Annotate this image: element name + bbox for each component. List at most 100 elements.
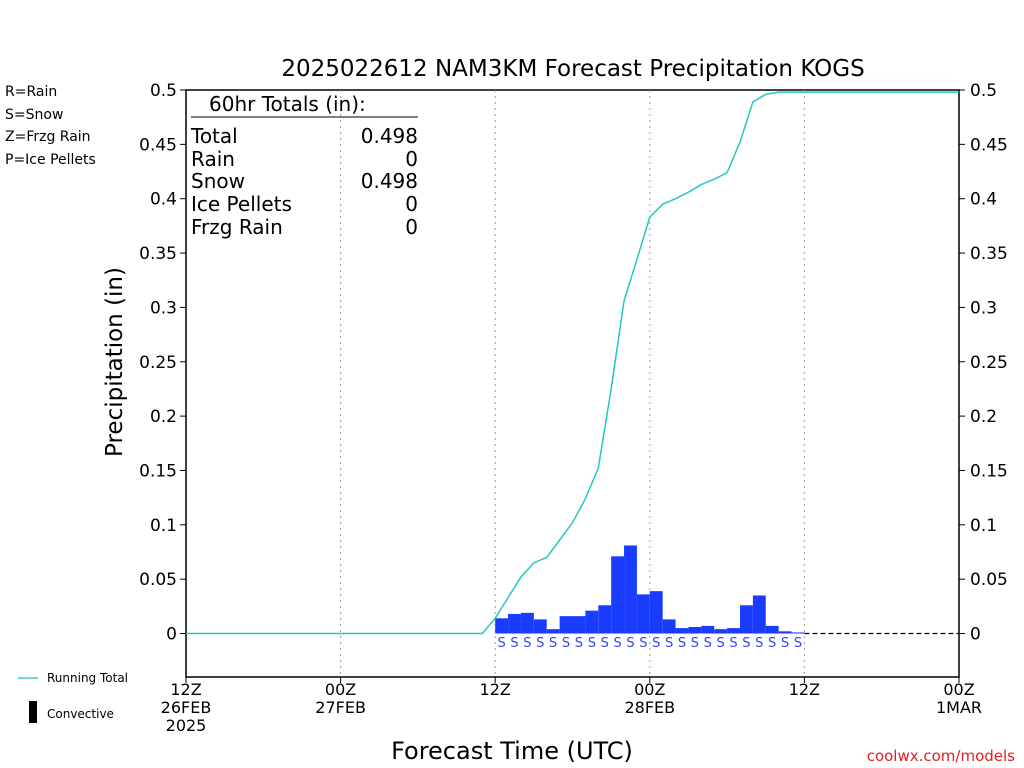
x-tick-label-0-0: 12Z [170, 680, 201, 699]
precip-marker-6: S [575, 636, 583, 651]
legend-ice-pellets: P=Ice Pellets [5, 152, 96, 168]
legend-precip-types: R=Rain S=Snow Z=Frzg Rain P=Ice Pellets [5, 84, 96, 168]
y-tick-label-left-1: 0.45 [139, 135, 177, 155]
precip-marker-9: S [613, 636, 621, 651]
precip-marker-23: S [794, 636, 802, 651]
convective-swatch [29, 701, 37, 723]
y-tick-label-left-5: 0.25 [139, 353, 177, 373]
y-tick-label-right-8: 0.1 [970, 516, 997, 536]
y-tick-label-right-9: 0.05 [970, 570, 1008, 590]
totals-rain-label: Rain [191, 147, 235, 171]
y-tick-label-right-2: 0.4 [970, 190, 997, 210]
legend-series: Running Total Convective [18, 671, 128, 723]
y-tick-label-right-10: 0 [970, 625, 981, 645]
chart-title: 2025022612 NAM3KM Forecast Precipitation… [281, 56, 864, 82]
precip-marker-16: S [704, 636, 712, 651]
y-tick-label-right-6: 0.2 [970, 407, 997, 427]
y-tick-label-left-8: 0.1 [150, 516, 177, 536]
y-axis-left-ticks: 0.5 0.45 0.4 0.35 0.3 0.25 0.2 0.15 0.1 0.05 0 [139, 81, 186, 645]
running-total-line [186, 91, 959, 635]
snow-bar-0 [495, 618, 509, 634]
legend-snow: S=Snow [5, 107, 63, 123]
precip-marker-0: S [498, 636, 506, 651]
snow-bar-7 [585, 610, 599, 634]
vertical-grid [340, 90, 805, 677]
snow-bar-1 [508, 613, 521, 634]
snow-bar-5 [559, 616, 573, 634]
plot-frame-group: 0.5 0.45 0.4 0.35 0.3 0.25 0.2 0.15 0.1 0.05 0 0.5… [139, 81, 1008, 735]
snow-bar-14 [675, 628, 689, 634]
snow-bar-17 [714, 629, 728, 634]
precip-marker-15: S [691, 636, 699, 651]
snow-bar-21 [765, 625, 779, 634]
totals-total-label: Total [190, 124, 238, 148]
x-tick-label-4-0: 12Z [789, 680, 820, 699]
precip-marker-17: S [717, 636, 725, 651]
precip-marker-7: S [588, 636, 596, 651]
watermark: coolwx.com/models [867, 747, 1015, 765]
snow-bars [495, 545, 805, 634]
totals-ice-pellets-label: Ice Pellets [191, 192, 292, 216]
snow-bar-11 [636, 594, 650, 634]
totals-box: 60hr Totals (in): Total 0.498 Rain 0 Sno… [190, 92, 418, 239]
totals-total-value: 0.498 [361, 124, 418, 148]
precip-marker-1: S [510, 636, 518, 651]
precip-marker-2: S [523, 636, 531, 651]
y-tick-label-right-0: 0.5 [970, 81, 997, 101]
totals-snow-value: 0.498 [361, 169, 418, 193]
x-tick-label-1-1: 27FEB [315, 698, 366, 717]
legend-frzg-rain: Z=Frzg Rain [5, 129, 91, 145]
snow-bar-6 [572, 616, 586, 634]
snow-bar-3 [533, 619, 547, 634]
snow-bar-4 [546, 629, 560, 634]
snow-bar-2 [520, 612, 534, 634]
y-tick-label-left-3: 0.35 [139, 244, 177, 264]
x-tick-label-2-0: 12Z [480, 680, 511, 699]
totals-header: 60hr Totals (in): [209, 92, 366, 116]
x-tick-label-0-2: 2025 [166, 716, 207, 735]
precip-marker-10: S [626, 636, 634, 651]
precip-marker-18: S [729, 636, 737, 651]
legend-running-total: Running Total [47, 671, 128, 685]
y-tick-label-right-4: 0.3 [970, 298, 997, 318]
x-tick-label-3-1: 28FEB [624, 698, 675, 717]
x-axis-label: Forecast Time (UTC) [391, 737, 633, 765]
precip-marker-12: S [652, 636, 660, 651]
snow-bar-13 [662, 619, 676, 634]
snow-bar-10 [624, 545, 637, 634]
snow-bar-20 [752, 595, 766, 634]
y-tick-label-right-7: 0.15 [970, 461, 1008, 481]
y-tick-label-right-5: 0.25 [970, 353, 1008, 373]
x-tick-label-5-0: 00Z [943, 680, 974, 699]
precip-marker-22: S [781, 636, 789, 651]
running-total-group [186, 91, 959, 635]
y-axis-right-ticks: 0.5 0.45 0.4 0.35 0.3 0.25 0.2 0.15 0.1 0.05 0 [959, 81, 1008, 645]
y-tick-label-right-3: 0.35 [970, 244, 1008, 264]
y-tick-label-left-6: 0.2 [150, 407, 177, 427]
precip-marker-13: S [665, 636, 673, 651]
y-tick-label-left-7: 0.15 [139, 461, 177, 481]
x-tick-label-0-1: 26FEB [161, 698, 212, 717]
y-tick-label-left-2: 0.4 [150, 190, 177, 210]
legend-convective: Convective [47, 707, 114, 721]
totals-snow-label: Snow [191, 169, 245, 193]
snow-bar-12 [649, 591, 663, 634]
precip-marker-21: S [768, 636, 776, 651]
precip-marker-19: S [742, 636, 750, 651]
totals-rain-value: 0 [405, 147, 418, 171]
snow-bar-19 [739, 605, 753, 634]
totals-frzg-rain-value: 0 [405, 215, 418, 239]
x-tick-label-1-0: 00Z [325, 680, 356, 699]
x-tick-label-3-0: 00Z [634, 680, 665, 699]
y-tick-label-left-10: 0 [166, 625, 177, 645]
plot-frame [185, 89, 960, 678]
precip-marker-11: S [639, 636, 647, 651]
snow-bar-15 [688, 626, 702, 634]
totals-ice-pellets-value: 0 [405, 192, 418, 216]
y-tick-label-left-4: 0.3 [150, 298, 177, 318]
precip-marker-8: S [601, 636, 609, 651]
y-tick-label-left-0: 0.5 [150, 81, 177, 101]
precip-marker-14: S [678, 636, 686, 651]
